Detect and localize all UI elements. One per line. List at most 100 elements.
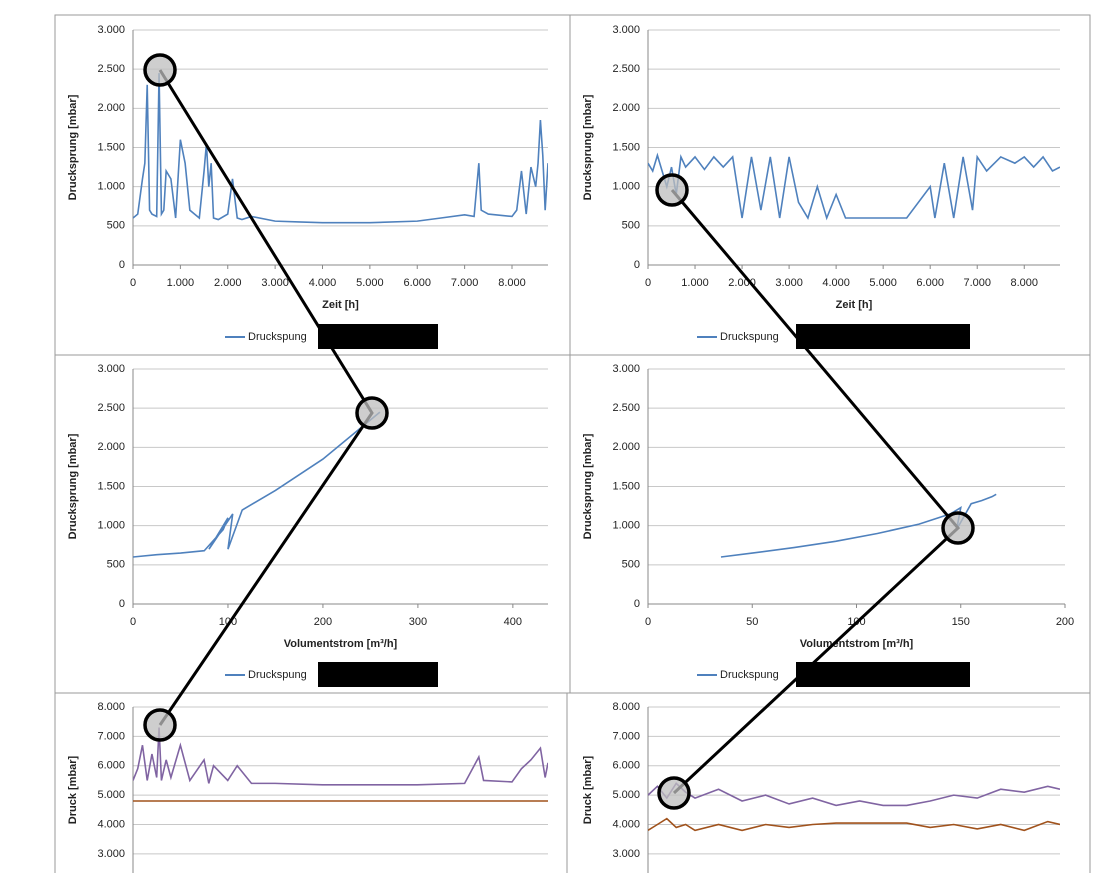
y-tick-label: 3.000 bbox=[612, 848, 640, 860]
y-tick-label: 1.000 bbox=[97, 520, 125, 532]
legend-label: Druckspung bbox=[720, 669, 779, 681]
y-tick-label: 8.000 bbox=[97, 701, 125, 713]
x-tick-label: 200 bbox=[1056, 616, 1074, 628]
y-tick-label: 6.000 bbox=[612, 760, 640, 772]
x-tick-label: 7.000 bbox=[451, 277, 479, 289]
x-tick-label: 4.000 bbox=[309, 277, 337, 289]
connector bbox=[670, 189, 961, 795]
y-tick-label: 2.000 bbox=[612, 441, 640, 453]
x-tick-label: 200 bbox=[314, 616, 332, 628]
y-tick-label: 500 bbox=[622, 220, 640, 232]
y-tick-label: 500 bbox=[107, 220, 125, 232]
x-tick-label: 0 bbox=[645, 277, 651, 289]
x-tick-label: 7.000 bbox=[963, 277, 991, 289]
y-tick-label: 1.500 bbox=[612, 141, 640, 153]
y-tick-label: 3.000 bbox=[612, 363, 640, 375]
y-tick-label: 7.000 bbox=[97, 730, 125, 742]
legend-label: Druckspung bbox=[248, 669, 307, 681]
x-axis-label: Volumentstrom [m³/h] bbox=[800, 638, 914, 650]
y-axis-label: Drucksprung [mbar] bbox=[582, 94, 594, 200]
panels bbox=[54, 14, 1091, 873]
y-tick-label: 1.000 bbox=[97, 181, 125, 193]
redaction bbox=[796, 324, 970, 349]
y-tick-label: 2.500 bbox=[97, 402, 125, 414]
x-tick-label: 5.000 bbox=[356, 277, 384, 289]
y-tick-label: 5.000 bbox=[612, 789, 640, 801]
highlight bbox=[143, 708, 177, 742]
x-tick-label: 0 bbox=[645, 616, 651, 628]
x-tick-label: 5.000 bbox=[869, 277, 897, 289]
series-line bbox=[133, 411, 381, 558]
x-tick-label: 0 bbox=[130, 616, 136, 628]
redaction bbox=[318, 662, 438, 687]
panel bbox=[54, 692, 568, 873]
legend-label: Druckspung bbox=[720, 331, 779, 343]
x-tick-label: 0 bbox=[130, 277, 136, 289]
y-tick-label: 3.000 bbox=[97, 24, 125, 36]
x-axis-label: Zeit [h] bbox=[836, 299, 873, 311]
highlight bbox=[143, 53, 177, 87]
panel bbox=[566, 692, 1091, 873]
x-axis-label: Zeit [h] bbox=[322, 299, 359, 311]
highlight bbox=[657, 776, 691, 810]
y-tick-label: 0 bbox=[119, 259, 125, 271]
y-axis-label: Druck [mbar] bbox=[67, 755, 79, 824]
redaction bbox=[318, 324, 438, 349]
y-axis-label: Druck [mbar] bbox=[582, 755, 594, 824]
y-tick-label: 5.000 bbox=[97, 789, 125, 801]
x-tick-label: 150 bbox=[952, 616, 970, 628]
y-tick-label: 8.000 bbox=[612, 701, 640, 713]
y-tick-label: 2.000 bbox=[97, 102, 125, 114]
y-tick-label: 4.000 bbox=[612, 818, 640, 830]
highlight bbox=[941, 511, 975, 545]
x-tick-label: 8.000 bbox=[1010, 277, 1038, 289]
x-tick-label: 400 bbox=[504, 616, 522, 628]
y-tick-label: 3.000 bbox=[97, 848, 125, 860]
x-tick-label: 2.000 bbox=[214, 277, 242, 289]
y-tick-label: 7.000 bbox=[612, 730, 640, 742]
y-tick-label: 0 bbox=[634, 598, 640, 610]
legend-label: Druckspung bbox=[248, 331, 307, 343]
y-tick-label: 0 bbox=[634, 259, 640, 271]
y-tick-label: 500 bbox=[622, 559, 640, 571]
y-tick-label: 2.500 bbox=[612, 63, 640, 75]
x-axis-label: Volumentstrom [m³/h] bbox=[284, 638, 398, 650]
series-line bbox=[648, 782, 1060, 807]
y-tick-label: 6.000 bbox=[97, 760, 125, 772]
highlight bbox=[655, 173, 689, 207]
y-tick-label: 4.000 bbox=[97, 818, 125, 830]
y-tick-label: 2.000 bbox=[612, 102, 640, 114]
series-line bbox=[133, 727, 548, 786]
y-tick-label: 2.000 bbox=[97, 441, 125, 453]
highlight bbox=[355, 396, 389, 430]
y-tick-label: 3.000 bbox=[612, 24, 640, 36]
panel bbox=[54, 14, 571, 356]
x-tick-label: 8.000 bbox=[498, 277, 526, 289]
series-line bbox=[133, 73, 548, 224]
x-tick-label: 50 bbox=[746, 616, 758, 628]
y-tick-label: 500 bbox=[107, 559, 125, 571]
overlay bbox=[143, 53, 975, 810]
x-tick-label: 300 bbox=[409, 616, 427, 628]
y-axis-label: Drucksprung [mbar] bbox=[582, 433, 594, 539]
y-axis-label: Drucksprung [mbar] bbox=[67, 94, 79, 200]
x-tick-label: 6.000 bbox=[916, 277, 944, 289]
x-tick-label: 6.000 bbox=[403, 277, 431, 289]
x-tick-label: 3.000 bbox=[775, 277, 803, 289]
y-tick-label: 2.500 bbox=[97, 63, 125, 75]
connector bbox=[158, 69, 374, 726]
x-tick-label: 3.000 bbox=[261, 277, 289, 289]
y-tick-label: 3.000 bbox=[97, 363, 125, 375]
x-tick-label: 1.000 bbox=[681, 277, 709, 289]
x-tick-label: 4.000 bbox=[822, 277, 850, 289]
y-tick-label: 0 bbox=[119, 598, 125, 610]
y-tick-label: 1.500 bbox=[612, 480, 640, 492]
series-line bbox=[648, 817, 1060, 832]
y-axis-label: Drucksprung [mbar] bbox=[67, 433, 79, 539]
y-tick-label: 1.500 bbox=[97, 480, 125, 492]
y-tick-label: 2.500 bbox=[612, 402, 640, 414]
y-tick-label: 1.000 bbox=[612, 181, 640, 193]
series-line bbox=[648, 152, 1060, 221]
